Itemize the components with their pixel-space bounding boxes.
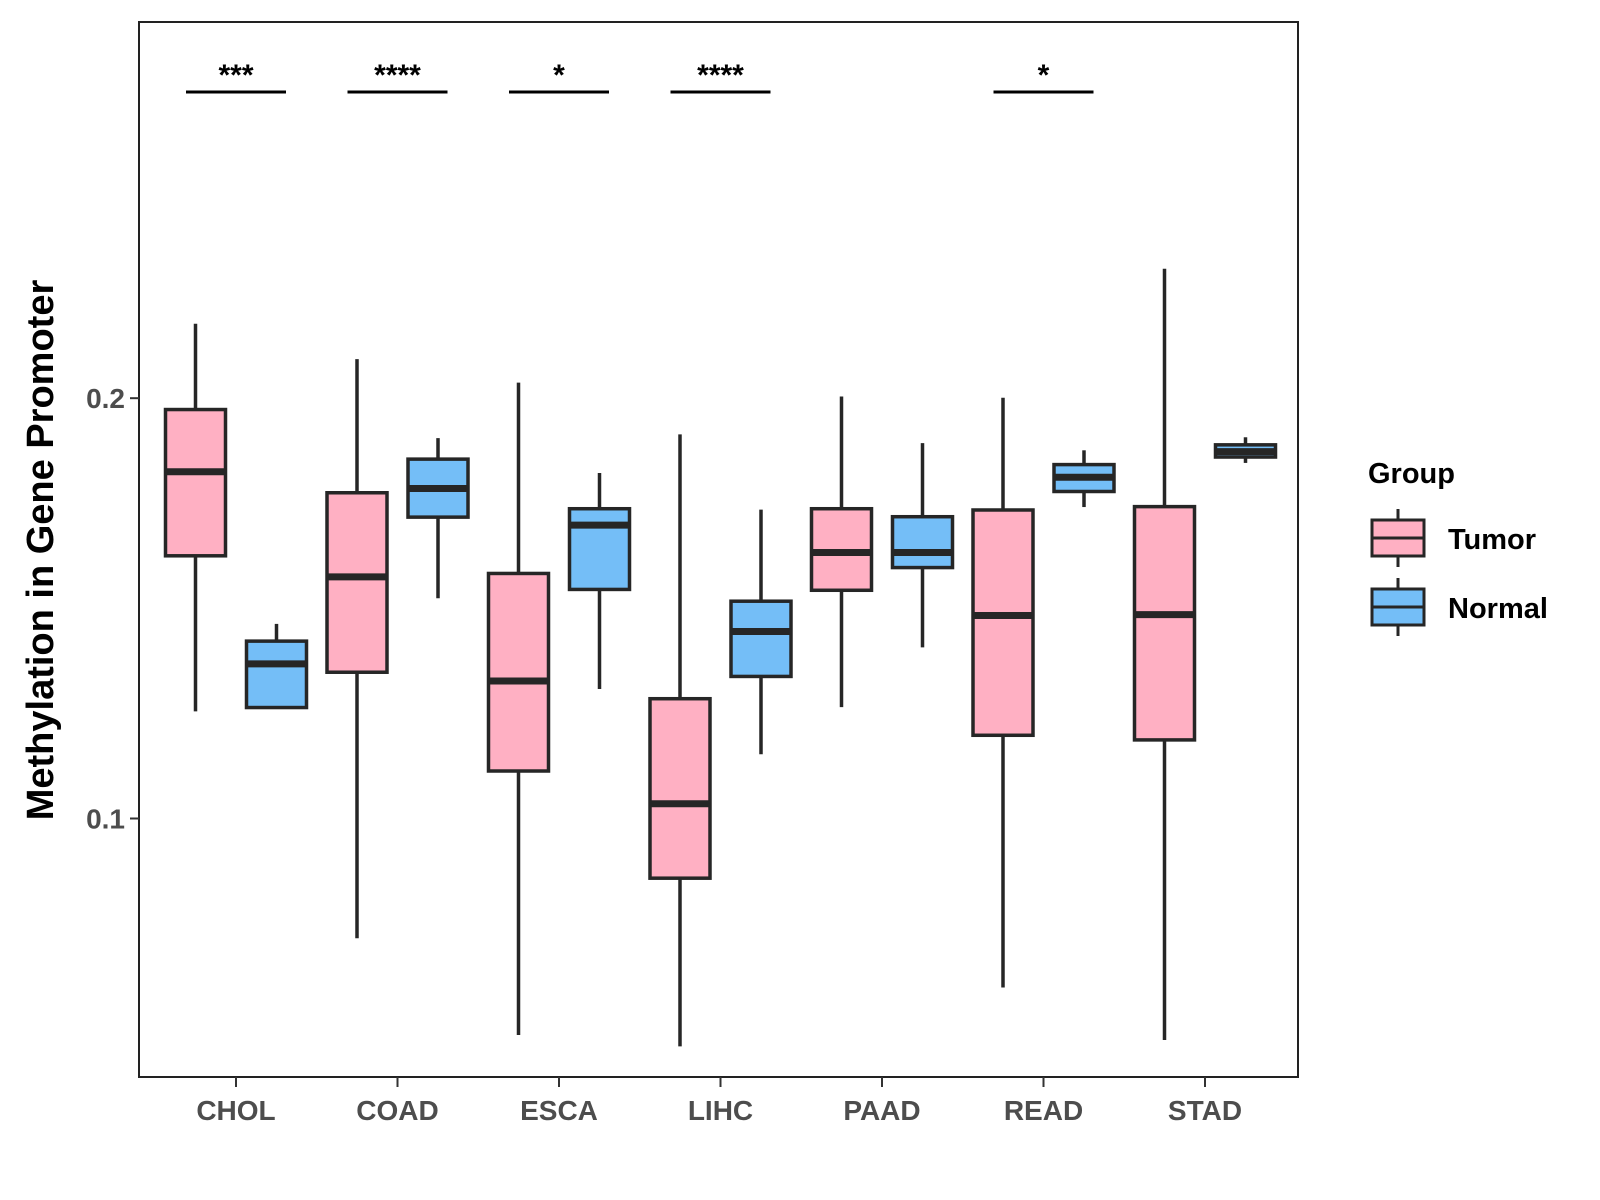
x-tick-label: ESCA [520, 1095, 598, 1126]
box-normal-chol [244, 623, 309, 710]
box-body [567, 506, 632, 592]
y-tick-label: 0.2 [86, 383, 125, 414]
box-tumor-stad [1132, 268, 1197, 1041]
box-body [729, 599, 793, 679]
y-tick-label: 0.1 [86, 804, 125, 835]
box-normal-esca [567, 473, 632, 690]
y-axis-title: Methylation in Gene Promoter [20, 280, 62, 821]
box-tumor-coad [325, 359, 389, 939]
box-normal-coad [406, 438, 470, 599]
legend-label: Normal [1448, 593, 1548, 625]
box-tumor-chol [163, 323, 228, 712]
box-body [648, 696, 712, 880]
box-body [163, 407, 228, 558]
box-tumor-read [971, 397, 1035, 988]
legend-item-normal: Normal [1370, 578, 1548, 636]
box-body [325, 491, 389, 674]
legend: Group Tumor Normal [1368, 458, 1548, 636]
box-body [486, 571, 551, 773]
x-tick-label: READ [1004, 1095, 1083, 1126]
box-normal-paad [890, 443, 955, 648]
significance-label: * [553, 59, 565, 92]
x-tick-label: COAD [356, 1095, 438, 1126]
x-tick-label: PAAD [843, 1095, 920, 1126]
significance-label: **** [374, 59, 421, 92]
x-tick-label: CHOL [196, 1095, 275, 1126]
box-body [1132, 504, 1197, 742]
x-tick-label: LIHC [688, 1095, 753, 1126]
significance-label: * [1038, 59, 1050, 92]
box-tumor-lihc [648, 434, 712, 1047]
box-tumor-paad [809, 396, 874, 708]
panel-border [138, 21, 1299, 1078]
legend-label: Tumor [1448, 524, 1536, 556]
legend-title: Group [1368, 458, 1455, 490]
box-body [890, 514, 955, 570]
plot-area [163, 268, 1278, 1047]
box-tumor-esca [486, 382, 551, 1035]
box-body [244, 639, 309, 710]
legend-item-tumor: Tumor [1370, 509, 1536, 567]
box-normal-read [1052, 450, 1116, 508]
box-body [971, 508, 1035, 738]
x-tick-label: STAD [1168, 1095, 1242, 1126]
box-normal-stad [1213, 437, 1278, 463]
significance-annotations: *** **** * **** * [186, 59, 1094, 94]
box-normal-lihc [729, 509, 793, 755]
significance-label: *** [218, 59, 253, 92]
axes: 0.1 0.2 CHOL COAD ESCA LIHC PAAD READ STAD [86, 383, 1242, 1126]
significance-label: **** [697, 59, 744, 92]
